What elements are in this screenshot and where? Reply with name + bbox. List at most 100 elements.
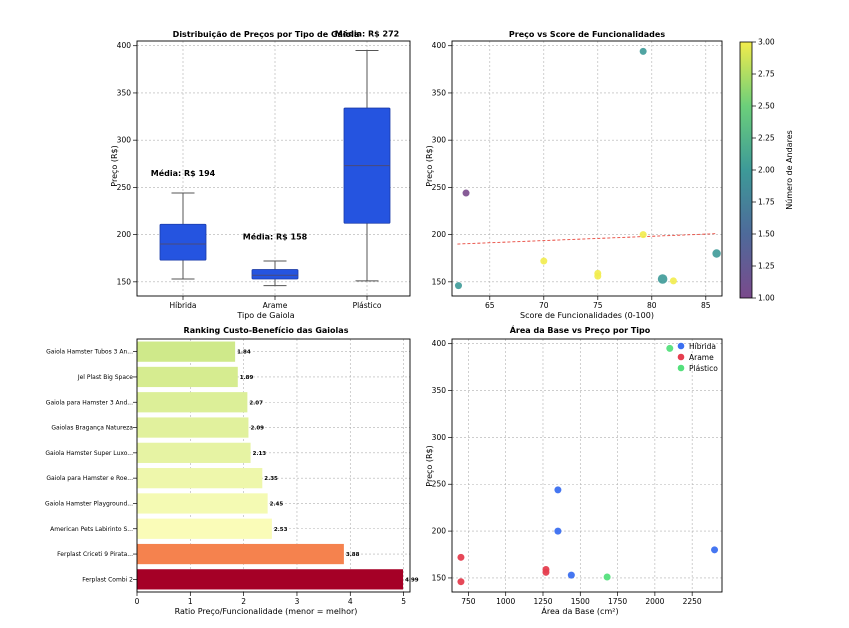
scatter-point-arame (542, 568, 550, 576)
scatter-point-plástico (603, 573, 611, 581)
p4-xtick-label: 1750 (608, 597, 627, 606)
p4-ytick-label: 400 (432, 339, 447, 348)
ranking-bar (137, 569, 404, 590)
p4-marks (457, 344, 719, 586)
bar-value-label: 1.84 (237, 350, 251, 356)
box (159, 223, 207, 261)
p2-axes: 150 200 250 300 350 400 65 70 75 80 85 (432, 40, 723, 310)
scatter-point (462, 189, 470, 197)
colorbar-tick-label: 1.25 (758, 262, 775, 271)
p4-xtick-label: 750 (461, 597, 476, 606)
ranking-bar (137, 442, 251, 463)
bar-value-label: 2.09 (250, 426, 264, 432)
mean-annotation: Média: R$ 272 (335, 28, 399, 38)
colorbar-label: Número de Andares (785, 130, 794, 210)
p3-axes: 0 1 2 3 4 5 Gaiola Hamster Tubos 3 An... Jel Pl… (45, 338, 411, 606)
p3-category-label: American Pets Labirinto S... (50, 526, 133, 533)
p3-xtick-label: 4 (348, 597, 353, 606)
bar-value-label: 2.53 (274, 527, 288, 533)
p4-ylabel: Preço (R$) (425, 445, 434, 486)
colorbar-tick-label: 2.25 (758, 134, 775, 143)
p1-axes: 150 200 250 300 350 400 Híbrida Arame Plástico Mé… (117, 28, 411, 310)
scatter-point-arame (457, 578, 465, 586)
legend-marker (677, 364, 685, 372)
p3-xtick-label: 3 (295, 597, 300, 606)
p4-grid (452, 339, 722, 592)
scatter-point (454, 282, 462, 290)
colorbar-tick-label: 2.00 (758, 166, 775, 175)
p1-ylabel: Preço (R$) (110, 145, 119, 186)
p2-ytick-label: 250 (432, 183, 447, 192)
bar-value-label: 1.89 (240, 375, 254, 381)
p1-xlabel: Tipo de Gaiola (236, 311, 294, 320)
price-distribution-boxplot: 150 200 250 300 350 400 Híbrida Arame Plástico Mé… (110, 28, 411, 320)
ranking-bar (137, 543, 344, 565)
scatter-point-híbrida (554, 527, 562, 535)
bar-value-label: 2.07 (249, 400, 263, 406)
bar-value-label: 2.45 (270, 501, 284, 507)
p4-ytick-label: 300 (432, 433, 447, 442)
p2-ytick-label: 400 (432, 41, 447, 50)
p3-xtick-label: 0 (135, 597, 140, 606)
p1-boxes (159, 49, 391, 287)
p4-ytick-label: 200 (432, 527, 447, 536)
bar-value-label: 2.35 (264, 476, 278, 482)
scatter-point (594, 272, 602, 280)
p2-grid (452, 41, 722, 296)
ranking-bar (137, 468, 263, 489)
p4-xtick-label: 1000 (496, 597, 515, 606)
scatter-point-híbrida (711, 546, 719, 554)
scatter-point (669, 277, 677, 285)
p2-xtick-label: 85 (701, 301, 711, 310)
scatter-point-híbrida (554, 486, 562, 494)
ranking-bar (137, 366, 238, 388)
ranking-bar (137, 417, 249, 438)
bar-value-label: 2.13 (253, 451, 267, 457)
p2-ytick-label: 150 (432, 277, 447, 286)
p3-xtick-label: 1 (188, 597, 193, 606)
p4-ytick-label: 350 (432, 386, 447, 395)
p1-ytick-label: 250 (117, 183, 132, 192)
p3-category-label: Gaiolas Bragança Natureza (51, 425, 133, 432)
p3-category-label: Ferplast Combi 2 (82, 576, 133, 583)
ranking-bar (137, 493, 268, 514)
scatter-point (540, 257, 548, 265)
scatter-point (639, 47, 647, 55)
p3-category-label: Gaiola para Hamster 3 And... (46, 399, 133, 406)
p2-xtick-label: 70 (539, 301, 549, 310)
p3-category-label: Gaiola Hamster Tubos 3 An... (46, 349, 133, 356)
p2-xtick-label: 80 (647, 301, 657, 310)
legend-label: Arame (689, 353, 714, 362)
p4-xtick-label: 2250 (683, 597, 702, 606)
p3-frame (136, 338, 411, 593)
area-vs-price-scatter: 150 200 250 300 350 400 750 1000 1250 1500 1750 200… (425, 324, 723, 616)
scatter-point (657, 274, 668, 284)
p2-ytick-label: 300 (432, 136, 447, 145)
cost-benefit-ranking: 1.84 1.89 2.07 2.09 2.13 2.35 2.45 2.53 3.88 4.99… (45, 326, 419, 616)
p4-frame (451, 338, 723, 593)
colorbar-tick-label: 2.75 (758, 70, 775, 79)
p3-title: Ranking Custo-Benefício das Gaiolas (184, 326, 349, 335)
p2-xtick-label: 65 (485, 301, 495, 310)
p2-marks (454, 47, 721, 290)
box (251, 269, 299, 280)
mean-annotation: Média: R$ 194 (151, 168, 216, 178)
scatter-point (712, 249, 721, 258)
p3-category-label: Gaiola Hamster Playground... (45, 500, 133, 507)
legend-label: Híbrida (689, 342, 716, 351)
p3-category-label: Jel Plast Big Space (77, 374, 133, 381)
ranking-bar (137, 392, 248, 413)
p3-category-label: Gaiola para Hamster e Roe... (46, 475, 133, 482)
colorbar-tick-label: 3.00 (758, 38, 775, 47)
p4-xtick-label: 1250 (533, 597, 552, 606)
legend: Híbrida Arame Plástico (677, 342, 718, 373)
p3-category-label: Ferplast Criceti 9 Pirata... (57, 551, 133, 558)
colorbar-tick-label: 1.50 (758, 230, 775, 239)
scatter-point-arame (457, 553, 465, 561)
p1-title: Distribuição de Preços por Tipo de Gaiol… (173, 30, 360, 39)
p2-ytick-label: 350 (432, 88, 447, 97)
p4-xtick-label: 1500 (571, 597, 590, 606)
p2-ytick-label: 200 (432, 230, 447, 239)
colorbar-bar (739, 41, 753, 299)
